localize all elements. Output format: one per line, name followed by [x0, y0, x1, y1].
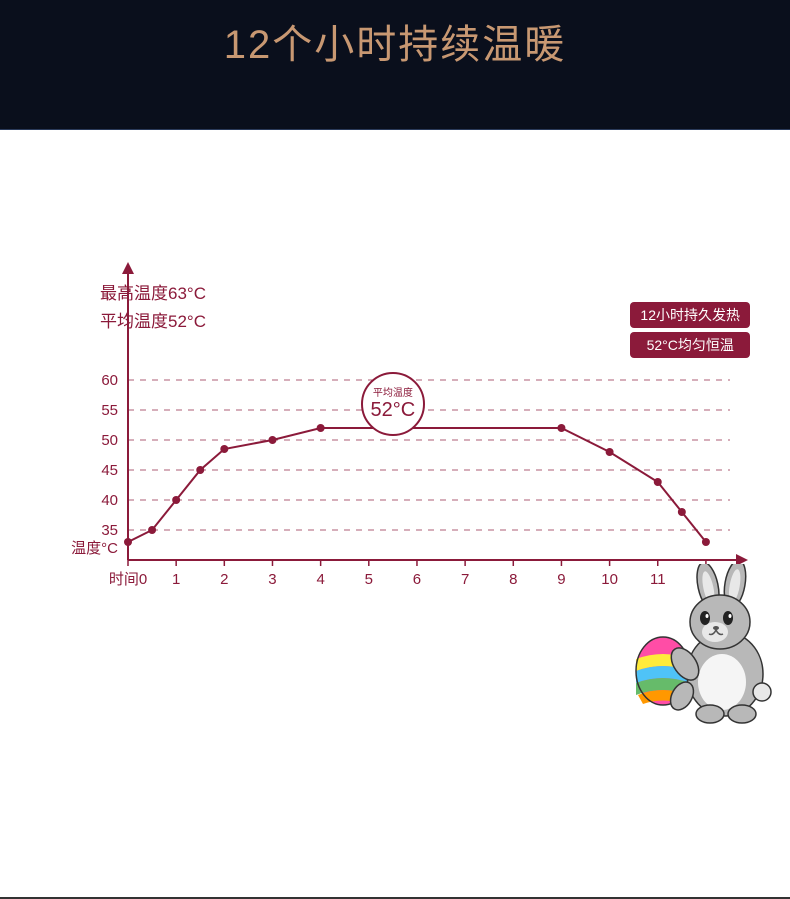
svg-text:7: 7 [461, 571, 469, 588]
callout-value: 52°C [371, 399, 416, 421]
svg-text:时间0: 时间0 [109, 571, 147, 588]
svg-text:8: 8 [509, 571, 517, 588]
rabbit-decoration [620, 564, 780, 724]
svg-text:55: 55 [101, 402, 118, 419]
svg-text:温度°C: 温度°C [71, 540, 118, 557]
svg-text:60: 60 [101, 372, 118, 389]
svg-text:3: 3 [268, 571, 276, 588]
avg-temp-callout: 平均温度 52°C [361, 372, 425, 436]
svg-text:9: 9 [557, 571, 565, 588]
svg-text:1: 1 [172, 571, 180, 588]
svg-text:2: 2 [220, 571, 228, 588]
svg-text:50: 50 [101, 432, 118, 449]
svg-text:4: 4 [316, 571, 324, 588]
callout-label: 平均温度 [373, 388, 413, 399]
svg-text:10: 10 [601, 571, 618, 588]
page-title: 12个小时持续温暖 [224, 12, 567, 70]
svg-text:35: 35 [101, 522, 118, 539]
svg-text:45: 45 [101, 462, 118, 479]
header-bar: 12个小时持续温暖 [0, 0, 790, 130]
svg-text:6: 6 [413, 571, 421, 588]
svg-text:5: 5 [365, 571, 373, 588]
svg-text:40: 40 [101, 492, 118, 509]
